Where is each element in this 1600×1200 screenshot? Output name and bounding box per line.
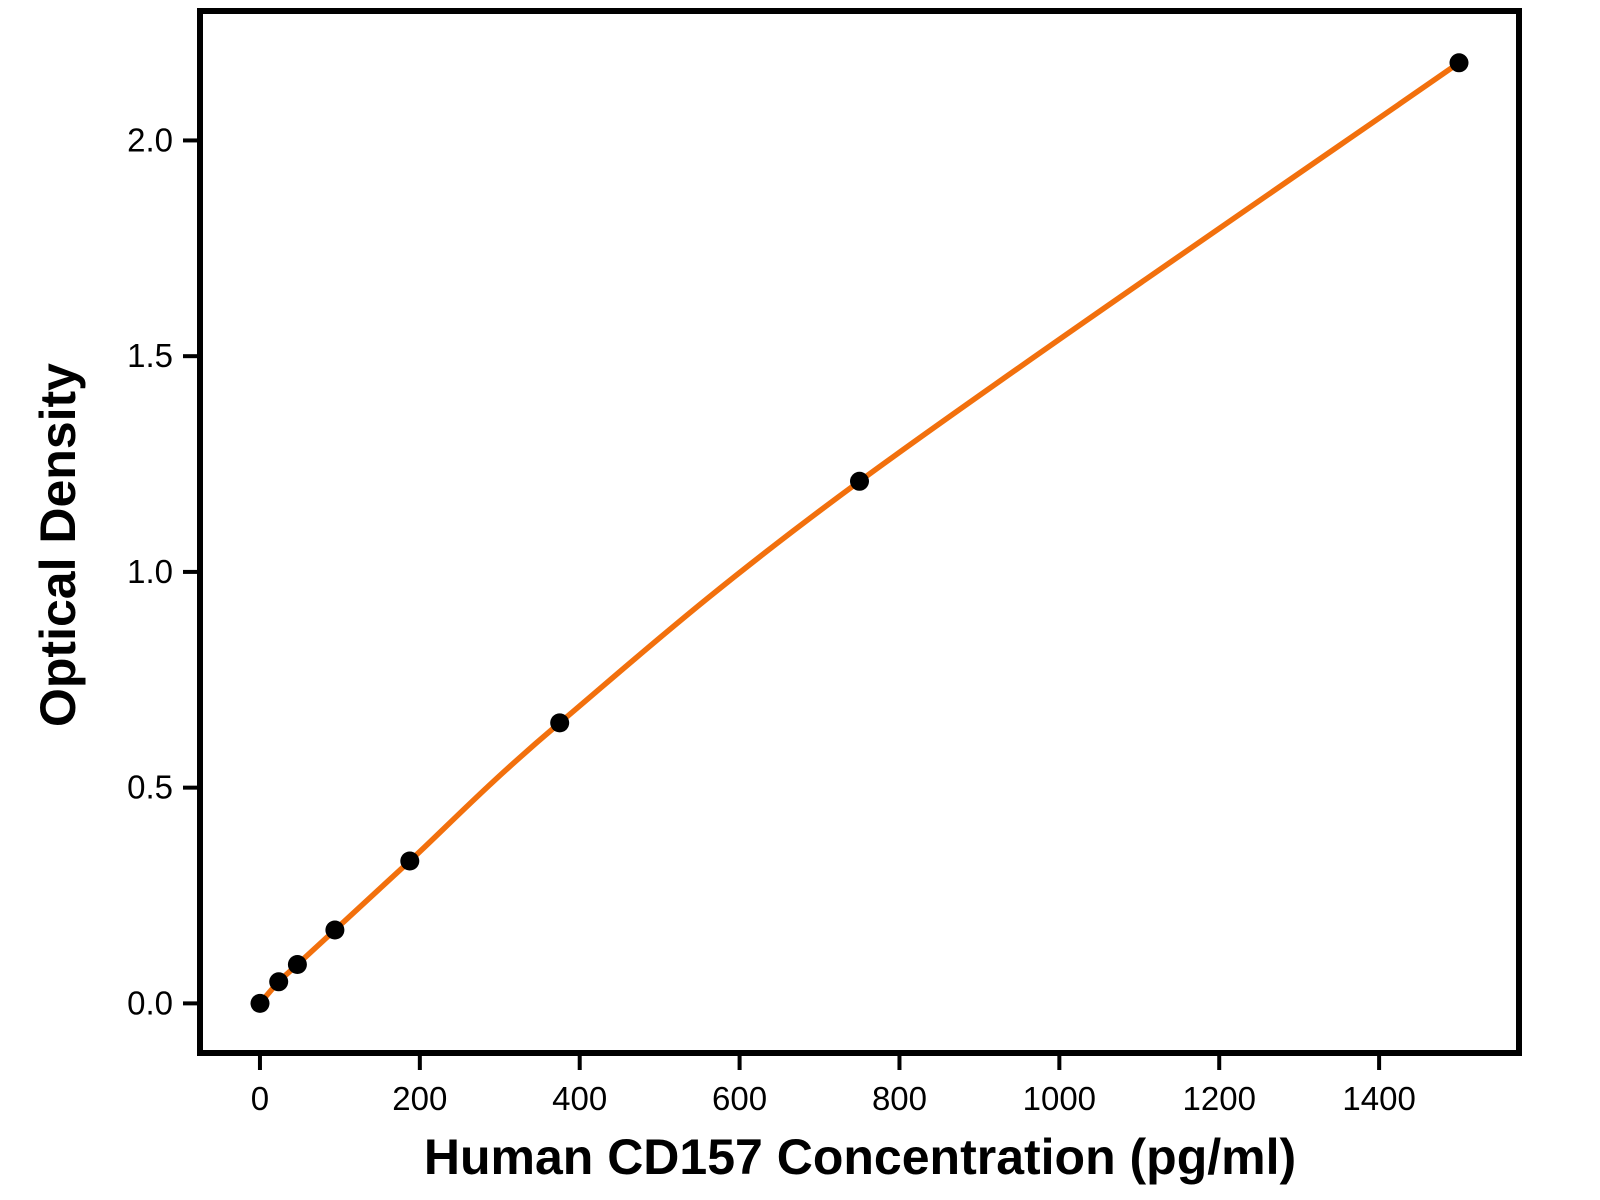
x-tick-label: 800 [872,1080,927,1117]
x-axis-title: Human CD157 Concentration (pg/ml) [423,1129,1297,1185]
y-tick-label: 0.5 [127,769,173,806]
x-tick-label: 600 [712,1080,767,1117]
plot-frame [197,8,1522,1056]
x-tick-label: 1200 [1183,1080,1256,1117]
y-tick-label: 0.0 [127,984,173,1021]
y-axis-title: Optical Density [30,363,86,727]
data-point-4 [400,851,420,871]
y-tick-label: 2.0 [127,121,173,158]
data-point-5 [550,713,570,733]
x-tick-label: 0 [251,1080,269,1117]
x-tick-label: 1000 [1023,1080,1096,1117]
data-point-2 [287,955,307,974]
x-tick-label: 400 [552,1080,607,1117]
x-tick-label: 200 [392,1080,447,1117]
x-tick-label: 1400 [1342,1080,1415,1117]
data-point-3 [325,920,345,940]
data-point-0 [250,993,270,1013]
y-tick-label: 1.5 [127,337,173,374]
data-point-7 [1449,53,1469,73]
curve-line [257,60,1462,1007]
y-tick-label: 1.0 [127,553,173,590]
data-point-6 [850,471,869,491]
data-point-1 [269,972,289,992]
